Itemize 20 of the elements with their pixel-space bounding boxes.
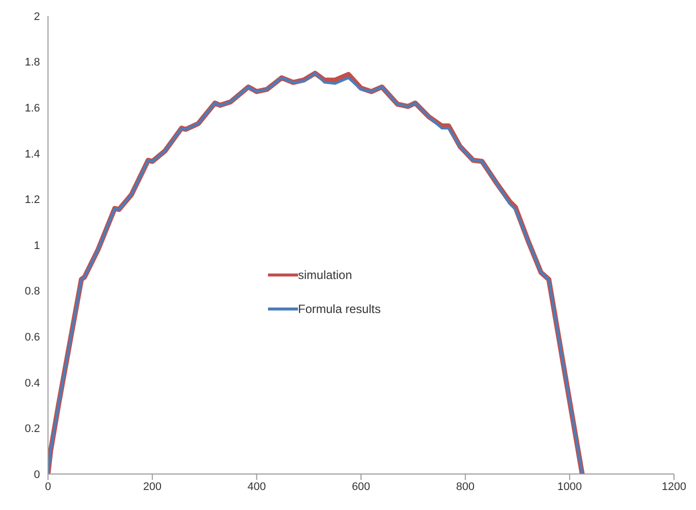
x-tick-label: 1200 [662,480,686,493]
y-tick-label: 2 [34,10,40,23]
y-tick-label: 1.8 [24,56,40,69]
x-tick-label: 200 [143,480,162,493]
x-tick-label: 400 [247,480,266,493]
y-tick-label: 0.2 [24,423,40,436]
y-tick-label: 0.4 [24,377,40,390]
y-tick-label: 1.4 [24,148,40,160]
x-tick-label: 1000 [557,480,582,493]
y-tick-label: 0.6 [24,332,40,344]
y-tick-label: 1.2 [24,194,40,206]
y-tick-label: 0 [34,468,40,481]
legend-label: simulation [298,268,352,282]
x-tick-label: 600 [352,480,370,493]
y-tick-label: 0.8 [24,286,40,298]
x-tick-label: 800 [456,480,475,493]
y-tick-label: 1.6 [24,102,40,115]
legend-label: Formula results [298,302,381,316]
x-tick-label: 0 [44,480,52,493]
y-tick-label: 1 [34,240,40,252]
